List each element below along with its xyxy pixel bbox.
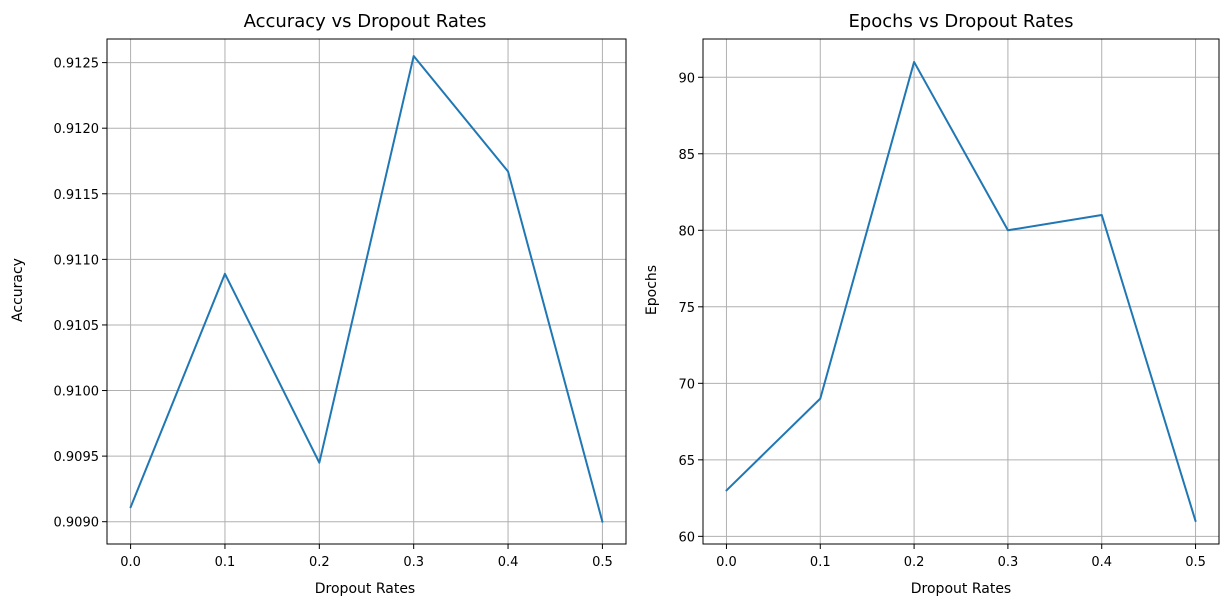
y-tick-label: 75 <box>678 301 695 316</box>
y-tick-label: 85 <box>678 148 695 163</box>
y-tick-label: 80 <box>678 224 695 239</box>
y-tick-label: 60 <box>678 530 695 545</box>
y-tick-label: 90 <box>678 71 695 86</box>
series-line <box>129 55 604 523</box>
plot-frame <box>702 38 1220 545</box>
y-tick-label: 0.9100 <box>54 385 100 400</box>
y-tick-label: 0.9120 <box>54 122 100 137</box>
x-tick-label: 0.2 <box>309 555 330 570</box>
accuracy-chart: Accuracy vs Dropout Rates Dropout Rates … <box>10 11 627 597</box>
chart-title: Epochs vs Dropout Rates <box>848 11 1073 32</box>
y-tick-label: 65 <box>678 454 695 469</box>
y-tick-label: 0.9090 <box>54 516 100 531</box>
y-axis-label: Epochs <box>644 265 660 315</box>
x-tick-label: 0.4 <box>498 555 519 570</box>
y-axis-label: Accuracy <box>10 258 26 322</box>
plot-frame <box>106 38 627 545</box>
chart-title: Accuracy vs Dropout Rates <box>244 11 487 32</box>
x-tick-label: 0.0 <box>120 555 141 570</box>
x-tick-label: 0.3 <box>998 555 1019 570</box>
epochs-chart: Epochs vs Dropout Rates Dropout Rates Ep… <box>644 11 1220 597</box>
series-line <box>725 60 1197 523</box>
x-tick-label: 0.4 <box>1091 555 1112 570</box>
y-tick-label: 70 <box>678 377 695 392</box>
y-tick-label: 0.9105 <box>54 319 100 334</box>
x-tick-label: 0.3 <box>403 555 424 570</box>
y-tick-label: 0.9115 <box>54 188 100 203</box>
y-tick-label: 0.9095 <box>54 450 100 465</box>
x-axis-label: Dropout Rates <box>911 581 1011 597</box>
x-tick-label: 0.5 <box>592 555 613 570</box>
y-tick-label: 0.9110 <box>54 253 100 268</box>
x-tick-label: 0.5 <box>1185 555 1206 570</box>
x-tick-label: 0.0 <box>716 555 737 570</box>
x-tick-label: 0.1 <box>810 555 831 570</box>
x-tick-label: 0.2 <box>904 555 925 570</box>
y-tick-label: 0.9125 <box>54 57 100 72</box>
x-axis-label: Dropout Rates <box>315 581 415 597</box>
x-tick-label: 0.1 <box>215 555 236 570</box>
